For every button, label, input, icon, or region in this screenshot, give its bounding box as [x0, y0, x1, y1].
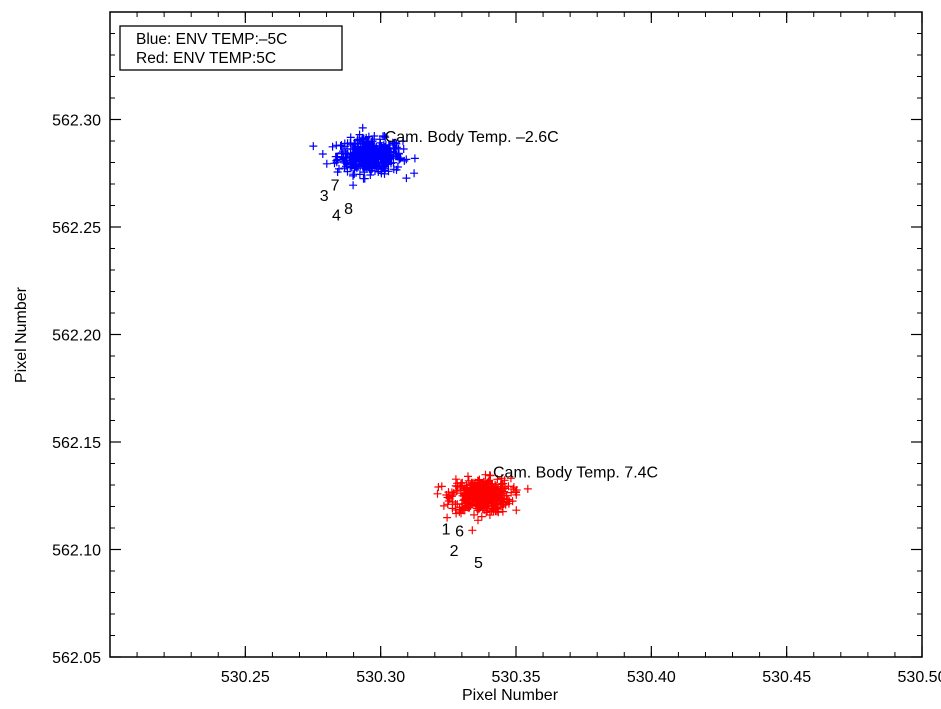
annotation-label: 6	[455, 524, 464, 541]
y-tick-label: 562.30	[52, 113, 101, 130]
data-points	[309, 123, 532, 535]
x-tick-label: 530.40	[627, 669, 676, 686]
annotation-label: 1	[442, 521, 451, 538]
annotations: Cam. Body Temp. –2.6C Cam. Body Temp. 7.4…	[320, 129, 658, 572]
x-tick-label: 530.35	[492, 669, 541, 686]
annotation-label: Cam. Body Temp. –2.6C	[385, 129, 559, 146]
annotation-label: 3	[320, 188, 329, 205]
y-tick-label: 562.20	[52, 328, 101, 345]
annotation-label: 8	[344, 201, 353, 218]
plot-frame	[109, 11, 923, 658]
x-tick-label: 530.30	[356, 669, 405, 686]
annotation-label: 2	[450, 543, 459, 560]
legend: Blue: ENV TEMP:–5C Red: ENV TEMP:5C	[119, 25, 343, 71]
y-tick-label: 562.25	[52, 220, 101, 237]
annotation-label: 7	[331, 177, 340, 194]
series-1-points	[433, 470, 532, 535]
x-tick-label: 530.45	[762, 669, 811, 686]
y-tick-label: 562.10	[52, 543, 101, 560]
x-tick-label: 530.50	[898, 669, 941, 686]
y-tick-label: 562.05	[52, 650, 101, 667]
x-axis-label: Pixel Number	[462, 687, 559, 704]
annotation-label: 4	[332, 208, 341, 225]
annotation-label: Cam. Body Temp. 7.4C	[493, 464, 658, 481]
y-axis-label: Pixel Number	[13, 286, 30, 383]
x-tick-label: 530.25	[221, 669, 270, 686]
legend-entry-red: Red: ENV TEMP:5C	[136, 50, 276, 67]
legend-box	[119, 25, 343, 71]
legend-entry-blue: Blue: ENV TEMP:–5C	[136, 31, 287, 48]
axis-ticks: 530.25 530.30 530.35 530.40 530.45 530.50 562.…	[52, 11, 941, 686]
series-0-points	[309, 123, 419, 190]
annotation-label: 5	[474, 555, 483, 572]
y-tick-label: 562.15	[52, 435, 101, 452]
